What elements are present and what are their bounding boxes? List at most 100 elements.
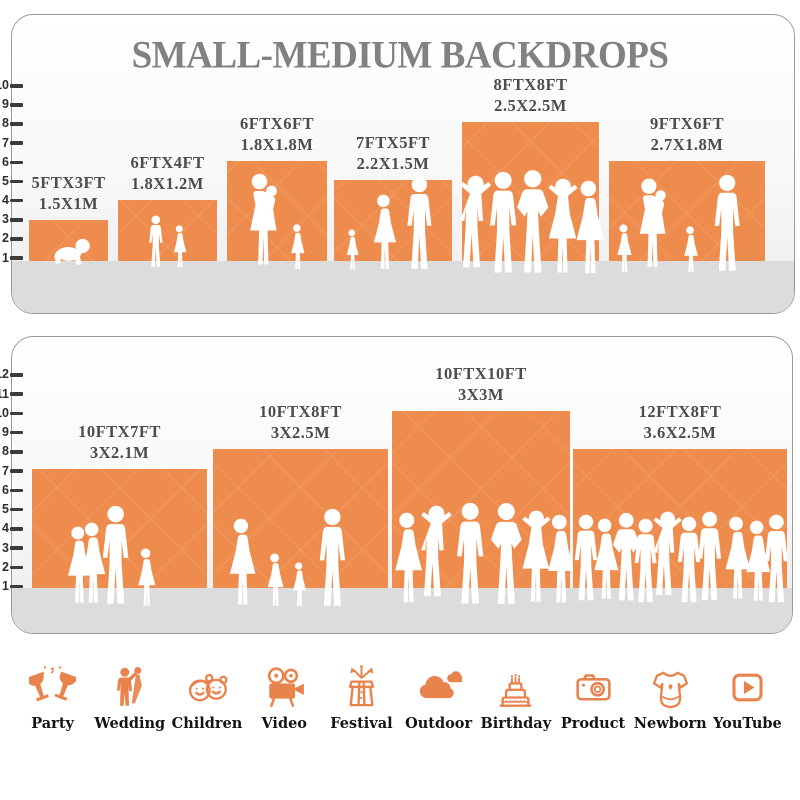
category-label: Newborn bbox=[633, 715, 707, 732]
backdrop-size-label: 6FTX6FT 1.8X1.8M bbox=[240, 113, 314, 155]
ruler-number: 4 bbox=[2, 521, 9, 536]
size-meters: 3X2.5M bbox=[270, 423, 331, 442]
size-meters: 3X2.1M bbox=[89, 443, 150, 462]
floor-strip bbox=[12, 261, 794, 313]
person-m-silhouette bbox=[95, 505, 136, 608]
person-m-silhouette bbox=[400, 176, 439, 273]
size-feet: 9FTX6FT bbox=[649, 114, 725, 133]
category-item: Festival bbox=[323, 664, 400, 732]
ruler-number: 7 bbox=[2, 135, 9, 150]
ruler-tick bbox=[10, 411, 23, 416]
ruler-tick bbox=[10, 218, 23, 222]
size-meters: 2.2X1.5M bbox=[356, 154, 430, 173]
ruler-number: 1 bbox=[2, 579, 9, 593]
person-f-silhouette bbox=[289, 562, 308, 608]
ruler-tick bbox=[10, 256, 23, 260]
backdrop-size-label: 6FTX4FT 1.8X1.2M bbox=[130, 152, 204, 194]
woman-baby-silhouette bbox=[239, 172, 287, 272]
size-feet: 12FTX8FT bbox=[638, 402, 722, 421]
page-title: SMALL-MEDIUM BACKDROPS bbox=[131, 33, 669, 78]
size-feet: 6FTX6FT bbox=[239, 114, 315, 133]
youtube-icon bbox=[724, 664, 771, 711]
person-m-silhouette bbox=[758, 514, 795, 606]
ruler-number: 10 bbox=[0, 78, 9, 93]
person-m-silhouette bbox=[312, 508, 353, 610]
backdrop-size-label: 9FTX6FT 2.7X1.8M bbox=[650, 113, 724, 155]
ruler-tick bbox=[10, 373, 23, 377]
size-meters: 1.5X1M bbox=[38, 194, 99, 213]
person-m-silhouette bbox=[145, 215, 167, 269]
ruler-tick bbox=[10, 198, 23, 203]
ruler-number: 5 bbox=[2, 502, 9, 516]
ruler-tick bbox=[10, 565, 23, 570]
ruler-number: 6 bbox=[2, 482, 9, 497]
person-f-silhouette bbox=[222, 518, 260, 608]
backdrop-size-label: 10FTX7FT 3X2.1M bbox=[78, 421, 161, 463]
ruler-number: 12 bbox=[0, 367, 9, 382]
person-f-silhouette bbox=[287, 224, 307, 271]
ruler-tick bbox=[10, 83, 23, 88]
backdrop-bar bbox=[227, 161, 327, 261]
wedding-icon bbox=[106, 664, 153, 711]
size-feet: 7FTX5FT bbox=[355, 133, 431, 152]
backdrop-size-label: 5FTX3FT 1.5X1M bbox=[31, 172, 105, 214]
ruler-tick bbox=[10, 103, 23, 107]
person-f-silhouette bbox=[680, 226, 700, 274]
backdrop-size-label: 7FTX5FT 2.2X1.5M bbox=[356, 132, 430, 174]
category-item: Product bbox=[554, 664, 631, 732]
floor-strip bbox=[12, 588, 792, 633]
ruler-number: 9 bbox=[2, 97, 9, 112]
party-icon bbox=[29, 664, 77, 711]
category-item: Outdoor bbox=[400, 664, 477, 732]
size-feet: 5FTX3FT bbox=[31, 173, 106, 192]
size-feet: 10FTX10FT bbox=[435, 364, 527, 383]
ruler-number: 2 bbox=[2, 559, 9, 574]
birthday-icon bbox=[492, 664, 539, 711]
ruler-tick bbox=[10, 469, 23, 473]
ruler-tick bbox=[10, 141, 23, 145]
ruler-tick bbox=[10, 450, 23, 454]
ruler-number: 7 bbox=[2, 463, 9, 478]
ruler-number: 8 bbox=[2, 444, 9, 459]
backdrop-bar bbox=[334, 180, 452, 261]
category-label: YouTube bbox=[713, 715, 782, 732]
size-meters: 3X3M bbox=[458, 385, 504, 404]
backdrop-size-label: 12FTX8FT 3.6X2.5M bbox=[639, 401, 722, 443]
person-f-silhouette bbox=[568, 180, 609, 277]
category-item: Wedding bbox=[91, 664, 168, 732]
ruler-tick bbox=[10, 160, 23, 165]
category-label: Party bbox=[31, 715, 74, 732]
category-label: Outdoor bbox=[405, 715, 473, 732]
ruler-tick bbox=[10, 488, 23, 493]
category-label: Video bbox=[261, 715, 307, 732]
person-f-silhouette bbox=[263, 553, 286, 608]
ruler-tick bbox=[10, 392, 23, 396]
size-feet: 10FTX7FT bbox=[78, 422, 161, 441]
person-f-silhouette bbox=[367, 194, 400, 272]
size-feet: 6FTX4FT bbox=[130, 153, 205, 172]
ruler-tick bbox=[10, 527, 23, 531]
category-label: Children bbox=[171, 715, 243, 732]
backdrop-bar bbox=[392, 411, 570, 588]
ruler-tick bbox=[10, 122, 23, 126]
backdrop-size-label: 8FTX8FT 2.5X2.5M bbox=[493, 74, 567, 116]
ruler-tick bbox=[10, 237, 23, 241]
person-f-silhouette bbox=[343, 229, 361, 271]
ruler-tick bbox=[10, 179, 23, 184]
category-item: Party bbox=[14, 664, 91, 732]
ruler-number: 8 bbox=[2, 116, 9, 131]
backdrop-size-label: 10FTX8FT 3X2.5M bbox=[259, 401, 342, 443]
person-f-silhouette bbox=[170, 225, 188, 269]
size-meters: 1.8X1.8M bbox=[240, 135, 314, 154]
size-meters: 2.5X2.5M bbox=[494, 96, 567, 115]
ruler-number: 5 bbox=[2, 173, 9, 188]
festival-icon bbox=[338, 664, 385, 711]
ruler-tick bbox=[10, 430, 23, 435]
category-label: Birthday bbox=[480, 715, 552, 732]
category-item: Newborn bbox=[632, 664, 709, 732]
category-label: Wedding bbox=[94, 715, 166, 732]
ruler-tick bbox=[10, 584, 23, 589]
ruler-number: 1 bbox=[2, 250, 9, 265]
category-item: YouTube bbox=[709, 664, 786, 732]
ruler-number: 9 bbox=[2, 425, 9, 439]
